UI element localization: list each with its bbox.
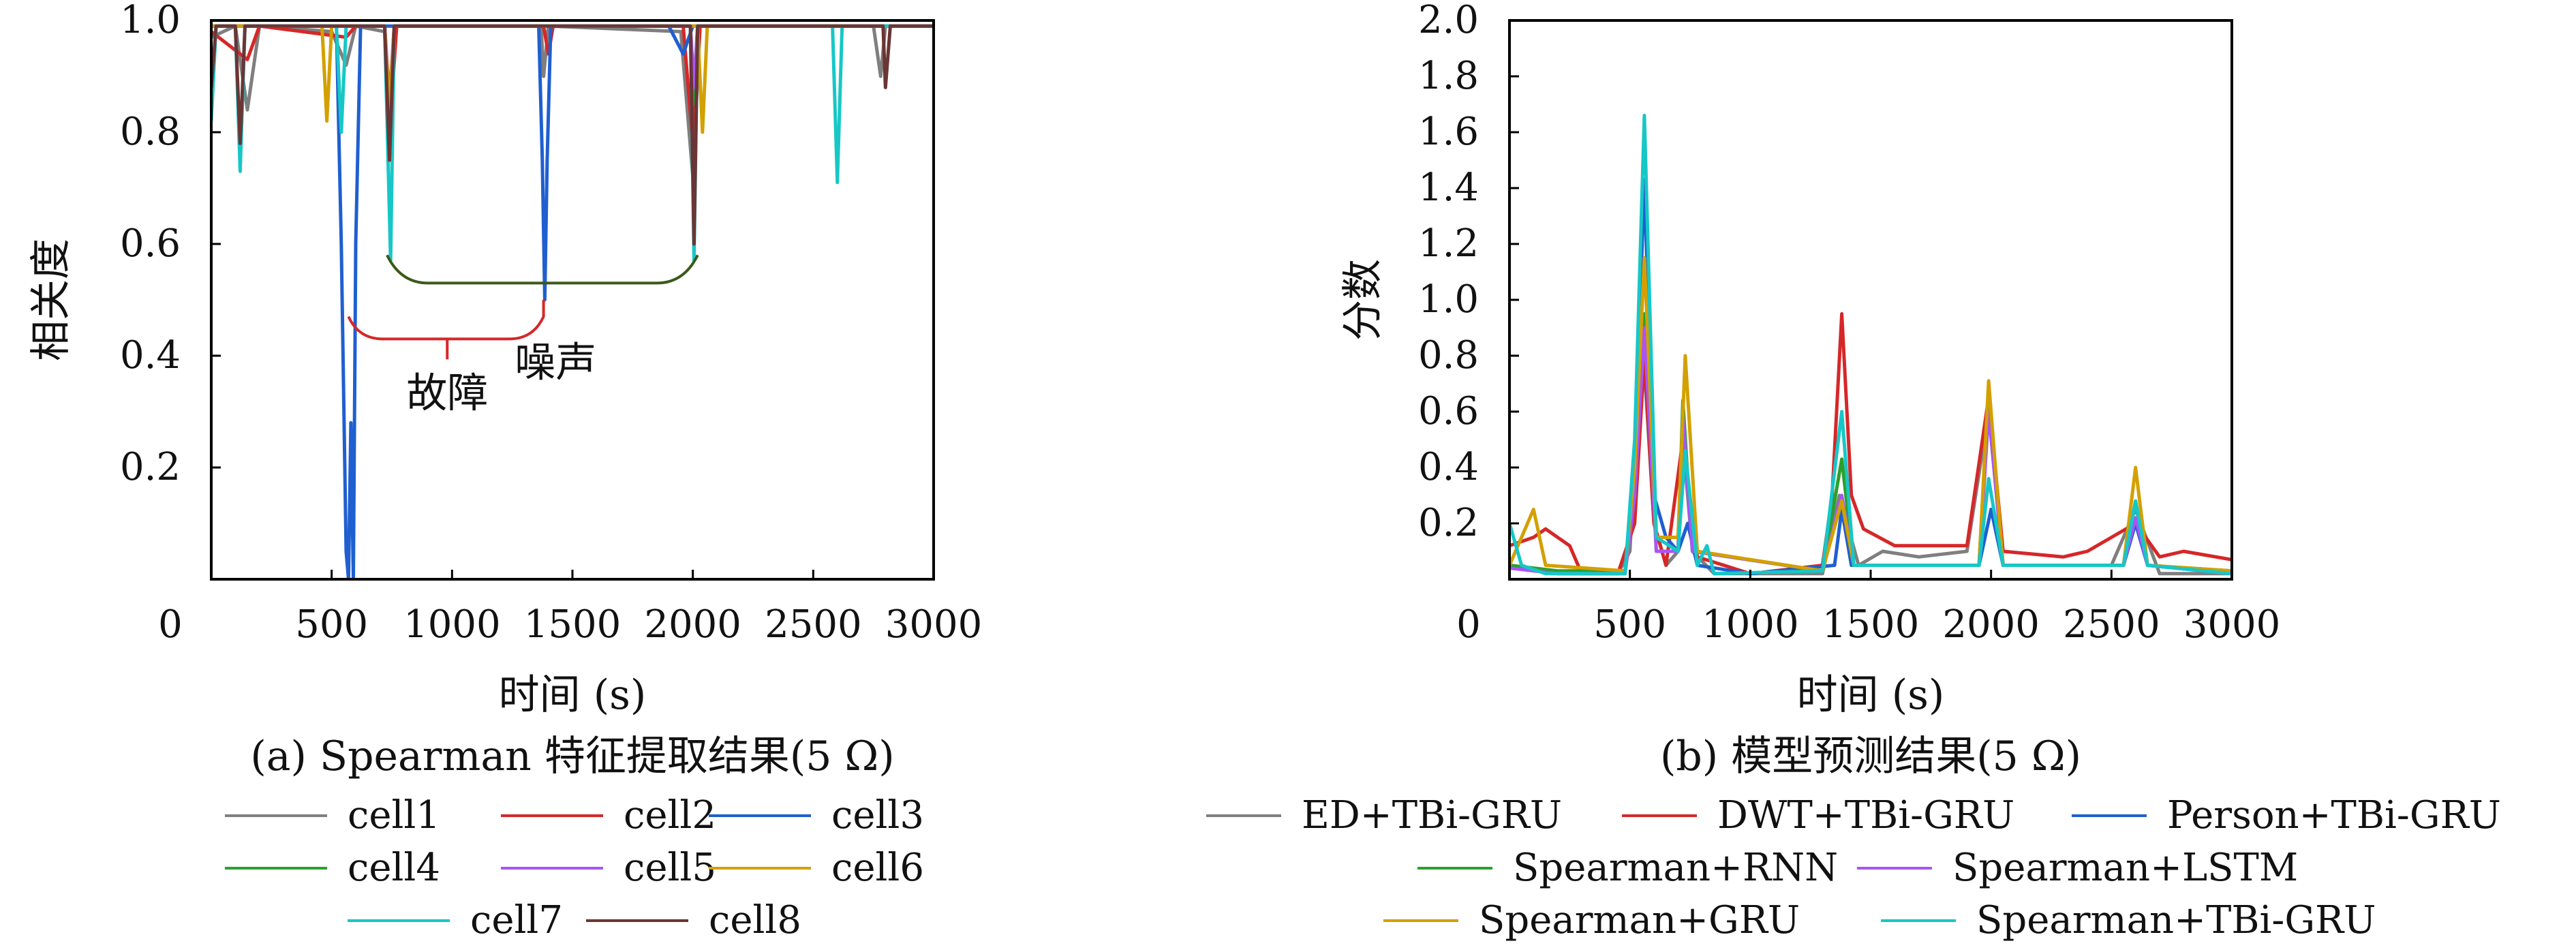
- x-tick-label: 1500: [524, 602, 622, 647]
- series-line-cell1: [211, 24, 934, 179]
- legend-entry: cell1: [348, 793, 440, 838]
- y-tick-label: 2.0: [1418, 0, 1479, 42]
- x-tick-label: 0: [1456, 602, 1481, 647]
- chart-caption: (b) 模型预测结果(5 Ω): [1660, 733, 2081, 780]
- legend-entry: Spearman+RNN: [1513, 846, 1838, 890]
- x-tick-label: 3000: [2183, 602, 2281, 647]
- legend-entry: DWT+TBi-GRU: [1717, 793, 2014, 838]
- series-line-cell6: [211, 24, 934, 134]
- legend-entry: cell5: [624, 846, 716, 890]
- x-axis-label: 时间 (s): [1797, 671, 1945, 719]
- y-tick-label: 1.0: [120, 0, 181, 42]
- y-tick-label: 0.8: [1418, 333, 1479, 378]
- legend-entry: cell6: [831, 846, 924, 890]
- chart-caption: (a) Spearman 特征提取结果(5 Ω): [250, 733, 894, 780]
- y-tick-label: 0.8: [120, 110, 181, 154]
- series-line-ed-tbi-gru: [1509, 326, 2232, 576]
- y-tick-label: 1.6: [1418, 110, 1479, 154]
- legend-entry: cell4: [348, 846, 440, 890]
- y-tick-label: 0.6: [1418, 389, 1479, 433]
- noise-bracket: [386, 254, 699, 285]
- legend-entry: cell8: [709, 898, 801, 942]
- series-line-cell8: [211, 24, 934, 246]
- series-line-cell4: [211, 24, 934, 106]
- series-line-cell7: [211, 24, 934, 263]
- legend-entry: ED+TBi-GRU: [1302, 793, 1562, 838]
- y-tick-label: 0.4: [1418, 445, 1479, 489]
- legend-entry: Person+TBi-GRU: [2167, 793, 2501, 838]
- x-tick-label: 0: [158, 602, 183, 647]
- x-tick-label: 500: [1593, 602, 1666, 647]
- plot-frame: [210, 19, 935, 581]
- legend-entry: cell3: [831, 793, 924, 838]
- x-tick-label: 1500: [1822, 602, 1920, 647]
- legend-entry: Spearman+LSTM: [1952, 846, 2298, 890]
- series-line-spearman-gru: [1509, 256, 2232, 573]
- series-line-cell5: [211, 24, 934, 101]
- series-group: [211, 24, 934, 579]
- fault-label: 故障: [406, 369, 488, 417]
- x-tick-label: 2000: [644, 602, 741, 647]
- x-tick-label: 3000: [885, 602, 983, 647]
- legend-entry: Spearman+TBi-GRU: [1976, 898, 2376, 942]
- legend-entry: cell2: [624, 793, 716, 838]
- x-tick-label: 1000: [1702, 602, 1799, 647]
- x-tick-label: 2500: [765, 602, 862, 647]
- x-axis-label: 时间 (s): [499, 671, 647, 719]
- series-line-spearman-tbi-gru: [1509, 113, 2232, 576]
- x-tick-label: 2500: [2063, 602, 2160, 647]
- chart-a: 0 500 1000 1500 2000 2500 3000 0.2 0.4 0.6 0.8 1.0 时…: [27, 0, 982, 942]
- series-line-person-tbi-gru: [1509, 178, 2232, 576]
- y-tick-label: 0.2: [1418, 501, 1479, 545]
- y-axis-label: 相关度: [27, 239, 75, 361]
- series-group: [1509, 113, 2232, 576]
- x-tick-label: 500: [295, 602, 368, 647]
- legend-entry: cell7: [470, 898, 563, 942]
- y-tick-label: 1.8: [1418, 54, 1479, 98]
- series-line-cell3: [211, 24, 934, 579]
- plot-frame: [1508, 19, 2233, 581]
- series-line-cell2: [211, 24, 934, 145]
- y-axis-label: 分数: [1339, 259, 1387, 341]
- y-tick-label: 0.4: [120, 333, 181, 378]
- x-tick-label: 1000: [403, 602, 501, 647]
- y-tick-label: 0.6: [120, 221, 181, 266]
- y-tick-label: 0.2: [120, 445, 181, 489]
- x-tick-label: 2000: [1942, 602, 2040, 647]
- legend-entry: Spearman+GRU: [1479, 898, 1800, 942]
- noise-label: 噪声: [515, 339, 596, 386]
- fault-bracket: [347, 300, 545, 341]
- chart-b: 0 500 1000 1500 2000 2500 3000 0.2 0.4 0.6 0.8 1.0 1…: [1206, 0, 2501, 942]
- y-tick-label: 1.4: [1418, 166, 1479, 210]
- y-tick-label: 1.0: [1418, 277, 1479, 322]
- y-tick-label: 1.2: [1418, 221, 1479, 266]
